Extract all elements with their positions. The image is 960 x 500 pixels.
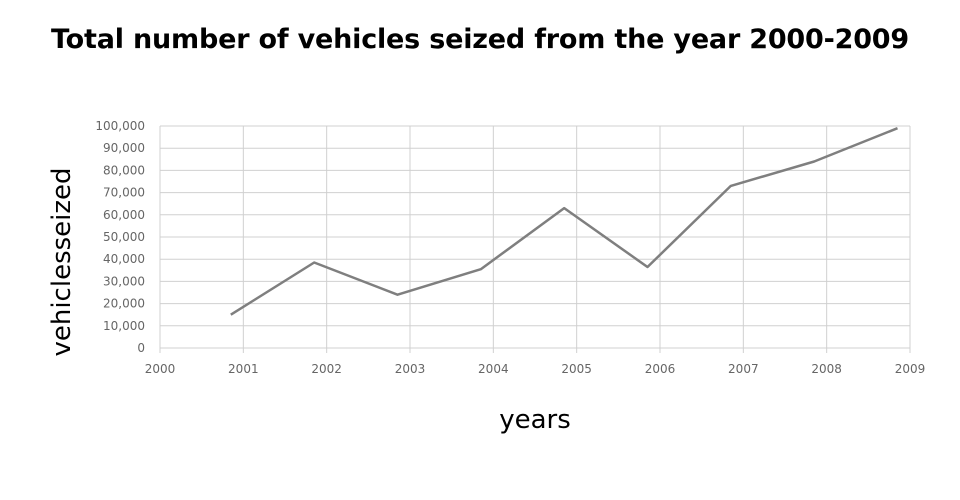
x-axis-title: years <box>499 405 571 435</box>
x-tick-label: 2009 <box>895 362 926 376</box>
x-axis-ticks: 2000 2001 2002 2003 2004 2005 2006 2007 2008 2009 <box>145 362 926 376</box>
y-tick-label: 60,000 <box>103 208 145 222</box>
y-tick-label: 100,000 <box>95 119 145 133</box>
x-tick-label: 2005 <box>561 362 592 376</box>
chart-title: Total number of vehicles seized from the… <box>51 24 909 55</box>
y-tick-label: 20,000 <box>103 297 145 311</box>
series-line <box>230 127 898 316</box>
y-tick-label: 90,000 <box>103 141 145 155</box>
y-tick-label: 30,000 <box>103 274 145 288</box>
x-tick-label: 2008 <box>811 362 842 376</box>
x-tick-label: 2003 <box>395 362 426 376</box>
y-axis-title: vehiclesseized <box>47 167 77 356</box>
x-tick-label: 2000 <box>145 362 176 376</box>
x-tick-label: 2001 <box>228 362 259 376</box>
grid <box>159 125 911 353</box>
y-tick-label: 70,000 <box>103 186 145 200</box>
y-tick-label: 0 <box>137 341 145 355</box>
y-axis-ticks: 0 10,000 20,000 30,000 40,000 50,000 60,000 70,… <box>95 119 145 355</box>
y-tick-label: 50,000 <box>103 230 145 244</box>
y-tick-label: 80,000 <box>103 163 145 177</box>
y-tick-label: 10,000 <box>103 319 145 333</box>
y-tick-label: 40,000 <box>103 252 145 266</box>
series-layer <box>230 127 898 316</box>
x-tick-label: 2007 <box>728 362 759 376</box>
x-tick-label: 2002 <box>311 362 342 376</box>
x-tick-label: 2006 <box>645 362 676 376</box>
x-tick-label: 2004 <box>478 362 509 376</box>
